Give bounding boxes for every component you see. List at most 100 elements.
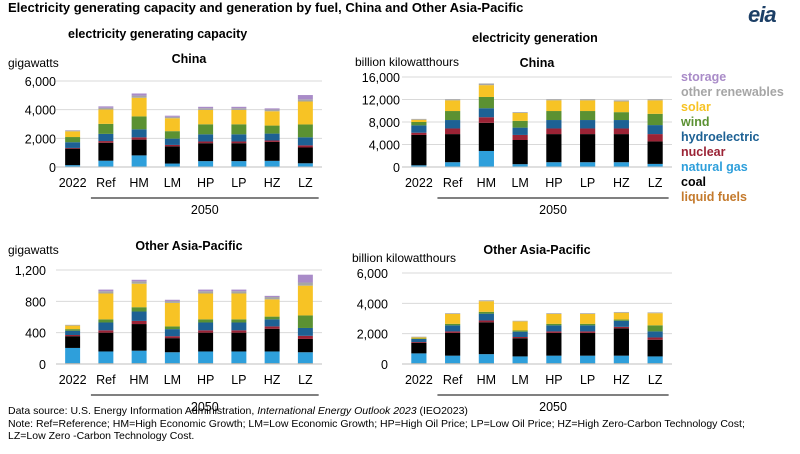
bar-segment-nuclear [580, 331, 596, 333]
bar-segment-natural-gas [65, 347, 81, 364]
bar-segment-nuclear [65, 335, 81, 337]
panel-title: Other Asia-Pacific [135, 239, 242, 253]
x-tick-label: Ref [443, 176, 463, 190]
y-tick-label: 0 [49, 161, 56, 175]
bar-segment-coal [131, 324, 147, 351]
bar-segment-coal [198, 332, 214, 352]
bar-segment-hydroelectric [411, 338, 427, 343]
bar-segment-other-renewables [164, 300, 180, 303]
bar-segment-natural-gas [411, 353, 427, 364]
y-tick-label: 12,000 [362, 94, 400, 108]
bar-segment-nuclear [98, 330, 114, 333]
bar-segment-nuclear [478, 320, 494, 323]
x-tick-label: HP [197, 176, 214, 190]
bar-segment-other-renewables [264, 109, 280, 112]
bar-segment-nuclear [478, 117, 494, 123]
y-tick-label: 6,000 [357, 267, 388, 281]
bar-segment-wind [512, 330, 528, 332]
y-axis-label: billion kilowatthours [352, 251, 456, 265]
generation-section-title: electricity generation [472, 31, 598, 45]
bar-segment-natural-gas [478, 354, 494, 364]
bar-segment-solar [647, 100, 663, 114]
x-tick-label: 2022 [59, 373, 87, 387]
bar-segment-other-renewables [164, 116, 180, 119]
y-tick-label: 0 [381, 358, 388, 372]
y-tick-label: 8,000 [369, 116, 400, 130]
bar-segment-natural-gas [411, 165, 427, 167]
bar-segment-coal [512, 140, 528, 165]
bar-segment-wind [546, 323, 562, 326]
x-tick-label: LM [164, 373, 181, 387]
bar-segment-hydroelectric [445, 120, 461, 129]
bar-segment-storage [231, 289, 247, 292]
bar-segment-coal [65, 148, 81, 166]
bar-segment-coal [264, 328, 280, 352]
eia-logo: eia [748, 2, 777, 27]
y-tick-label: 1,200 [15, 264, 46, 278]
bar-segment-hydroelectric [613, 320, 629, 327]
bar-segment-solar [580, 313, 596, 324]
bar-segment-other-renewables [198, 108, 214, 110]
legend-item-nuclear: nuclear [681, 145, 726, 159]
bar-segment-coal [580, 134, 596, 163]
bar-segment-nuclear [512, 134, 528, 140]
bar-segment-nuclear [647, 134, 663, 142]
x-tick-label: HM [477, 176, 496, 190]
bar-segment-coal [297, 338, 313, 353]
bar-segment-nuclear [411, 342, 427, 343]
bar-segment-storage [198, 289, 214, 292]
bar-segment-wind [445, 111, 461, 121]
bar-segment-coal [198, 143, 214, 162]
bar-segment-nuclear [580, 128, 596, 135]
bar-segment-nuclear [164, 336, 180, 339]
bar-segment-coal [297, 147, 313, 164]
bar-segment-storage [131, 279, 147, 282]
group-label: 2050 [539, 400, 567, 414]
bar-segment-nuclear [297, 145, 313, 148]
bar-segment-solar [231, 109, 247, 125]
bar-segment-hydroelectric [546, 120, 562, 129]
bar-segment-storage [297, 95, 313, 100]
bar-segment-natural-gas [580, 162, 596, 167]
bar-segment-natural-gas [164, 163, 180, 167]
bar-segment-nuclear [264, 326, 280, 329]
legend-item-storage: storage [681, 70, 727, 84]
bar-segment-coal [546, 332, 562, 356]
capacity-section-title: electricity generating capacity [68, 27, 248, 41]
x-tick-label: LP [231, 176, 246, 190]
bar-segment-coal [411, 134, 427, 166]
bar-segment-nuclear [512, 337, 528, 339]
x-tick-label: LZ [648, 176, 663, 190]
bar-segment-coal [164, 338, 180, 353]
bar-segment-solar [231, 293, 247, 320]
bar-segment-wind [580, 111, 596, 121]
bar-segment-wind [478, 311, 494, 314]
bar-segment-solar [98, 293, 114, 320]
x-tick-label: HZ [613, 176, 630, 190]
bar-segment-nuclear [411, 132, 427, 135]
bar-segment-coal [613, 134, 629, 163]
x-tick-label: LP [231, 373, 246, 387]
bar-segment-wind [297, 315, 313, 328]
group-label: 2050 [539, 203, 567, 217]
bar-segment-coal [411, 342, 427, 354]
bar-segment-nuclear [231, 141, 247, 144]
bar-segment-coal [478, 122, 494, 151]
bar-segment-other-renewables [445, 313, 461, 314]
bar-segment-other-renewables [580, 99, 596, 101]
bar-segment-natural-gas [131, 155, 147, 167]
bar-segment-hydroelectric [231, 134, 247, 142]
bar-segment-wind [297, 124, 313, 138]
bar-segment-solar [411, 119, 427, 122]
bar-segment-hydroelectric [478, 313, 494, 321]
bar-segment-wind [164, 326, 180, 330]
bar-segment-storage [131, 93, 147, 96]
bar-segment-hydroelectric [198, 134, 214, 142]
bar-segment-hydroelectric [613, 120, 629, 129]
panel-title: Other Asia-Pacific [483, 243, 590, 257]
bar-segment-coal [98, 332, 114, 352]
bar-segment-wind [647, 113, 663, 126]
x-tick-label: LM [164, 176, 181, 190]
bar-segment-coal [546, 134, 562, 163]
x-tick-label: HM [129, 373, 148, 387]
